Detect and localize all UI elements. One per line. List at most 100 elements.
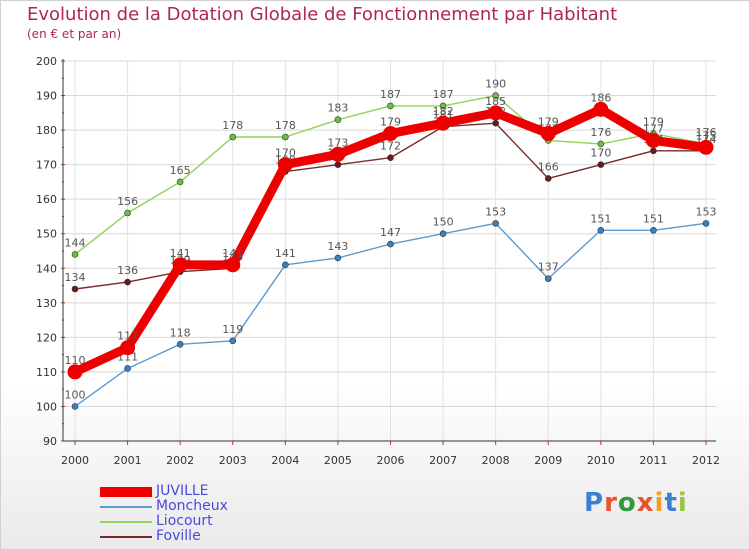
data-point-juville bbox=[330, 146, 346, 162]
data-point-juville bbox=[277, 157, 293, 173]
data-label-foville: 134 bbox=[65, 271, 86, 284]
x-tick-label: 2009 bbox=[534, 454, 562, 467]
data-point-moncheux bbox=[71, 403, 79, 410]
data-point-liocourt bbox=[334, 116, 342, 124]
data-point-foville bbox=[124, 278, 131, 286]
data-label-juville: 179 bbox=[538, 116, 559, 129]
y-tick-label: 150 bbox=[36, 228, 57, 241]
data-point-foville bbox=[492, 119, 499, 127]
data-label-foville: 136 bbox=[117, 264, 138, 277]
data-label-liocourt: 178 bbox=[222, 119, 243, 132]
data-label-liocourt: 187 bbox=[380, 88, 401, 101]
logo-letter: i bbox=[677, 488, 688, 518]
data-label-moncheux: 118 bbox=[170, 326, 191, 339]
chart-subtitle: (en € et par an) bbox=[27, 27, 122, 41]
legend-label: Liocourt bbox=[156, 513, 213, 529]
data-point-liocourt bbox=[176, 178, 184, 186]
data-label-foville: 166 bbox=[538, 160, 559, 173]
data-label-juville: 182 bbox=[433, 105, 454, 118]
data-point-foville bbox=[387, 154, 394, 162]
data-point-liocourt bbox=[492, 92, 499, 99]
data-point-moncheux bbox=[597, 226, 605, 234]
data-point-foville bbox=[334, 161, 342, 168]
data-point-juville bbox=[540, 126, 556, 142]
data-point-juville bbox=[383, 126, 398, 142]
logo-letter: P bbox=[584, 488, 605, 518]
data-label-moncheux: 153 bbox=[696, 205, 717, 218]
data-label-juville: 141 bbox=[222, 247, 243, 260]
data-label-moncheux: 151 bbox=[590, 212, 611, 225]
data-point-liocourt bbox=[597, 140, 605, 148]
data-label-juville: 179 bbox=[380, 116, 401, 129]
x-tick-label: 2011 bbox=[639, 454, 667, 467]
x-tick-label: 2007 bbox=[429, 454, 457, 467]
y-tick-label: 180 bbox=[36, 124, 57, 137]
data-point-foville bbox=[650, 147, 657, 155]
legend-swatch bbox=[100, 487, 152, 497]
data-point-juville bbox=[172, 257, 188, 273]
data-label-juville: 173 bbox=[327, 136, 348, 149]
data-point-moncheux bbox=[702, 220, 710, 227]
data-point-moncheux bbox=[544, 275, 552, 282]
data-label-juville: 110 bbox=[65, 354, 86, 367]
data-point-juville bbox=[698, 139, 714, 155]
logo-letter: i bbox=[654, 488, 665, 518]
data-point-liocourt bbox=[282, 133, 289, 141]
data-label-liocourt: 190 bbox=[485, 78, 506, 91]
logo-letter: o bbox=[617, 488, 637, 518]
y-tick-label: 100 bbox=[36, 400, 57, 413]
x-tick-label: 2003 bbox=[219, 454, 247, 467]
x-tick-label: 2004 bbox=[271, 454, 299, 467]
data-point-liocourt bbox=[124, 209, 131, 217]
logo-letter: t bbox=[664, 488, 678, 518]
data-label-moncheux: 143 bbox=[327, 240, 348, 253]
x-tick-label: 2012 bbox=[692, 454, 720, 467]
data-point-moncheux bbox=[650, 226, 657, 234]
data-point-moncheux bbox=[229, 337, 237, 345]
data-label-foville: 172 bbox=[380, 140, 401, 153]
data-label-juville: 177 bbox=[643, 122, 664, 135]
data-point-moncheux bbox=[282, 261, 289, 269]
data-label-moncheux: 141 bbox=[275, 247, 296, 260]
data-point-moncheux bbox=[334, 254, 342, 262]
y-tick-label: 140 bbox=[36, 262, 57, 275]
data-label-moncheux: 119 bbox=[222, 323, 243, 336]
data-label-moncheux: 150 bbox=[433, 216, 454, 229]
data-point-liocourt bbox=[439, 102, 447, 110]
y-tick-label: 170 bbox=[36, 159, 57, 172]
data-label-juville: 175 bbox=[696, 129, 717, 142]
data-point-juville bbox=[225, 257, 241, 273]
legend-label: Moncheux bbox=[156, 498, 228, 514]
logo-letter: x bbox=[636, 488, 655, 518]
data-label-juville: 185 bbox=[485, 95, 506, 108]
data-label-liocourt: 176 bbox=[590, 126, 611, 139]
legend-label: JUVILLE bbox=[156, 483, 209, 499]
y-tick-label: 200 bbox=[36, 55, 57, 68]
data-point-moncheux bbox=[387, 240, 394, 248]
x-tick-label: 2010 bbox=[587, 454, 615, 467]
x-tick-label: 2008 bbox=[482, 454, 510, 467]
y-tick-label: 190 bbox=[36, 90, 57, 103]
x-tick-label: 2001 bbox=[114, 454, 142, 467]
y-tick-label: 90 bbox=[43, 435, 57, 448]
data-label-liocourt: 178 bbox=[275, 119, 296, 132]
data-label-moncheux: 100 bbox=[65, 388, 86, 401]
data-label-juville: 170 bbox=[275, 147, 296, 160]
data-point-moncheux bbox=[124, 365, 131, 372]
data-label-juville: 141 bbox=[170, 247, 191, 260]
data-label-foville: 170 bbox=[590, 147, 611, 160]
data-label-liocourt: 156 bbox=[117, 195, 138, 208]
data-point-foville bbox=[71, 285, 79, 293]
x-tick-label: 2000 bbox=[61, 454, 89, 467]
x-tick-label: 2005 bbox=[324, 454, 352, 467]
data-point-foville bbox=[597, 161, 605, 168]
data-point-juville bbox=[593, 101, 609, 117]
data-label-liocourt: 179 bbox=[643, 116, 664, 129]
legend-swatch bbox=[100, 521, 152, 523]
data-point-moncheux bbox=[492, 220, 499, 227]
data-point-juville bbox=[120, 340, 136, 356]
data-label-juville: 186 bbox=[590, 91, 611, 104]
data-point-liocourt bbox=[229, 133, 237, 141]
